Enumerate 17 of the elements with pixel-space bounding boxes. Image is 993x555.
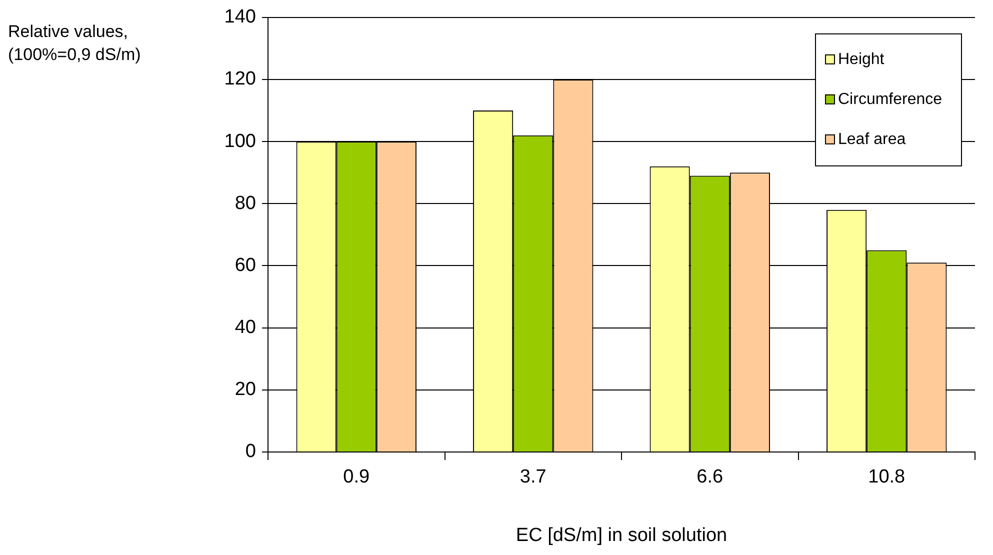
y-tick-label: 80 <box>234 192 256 214</box>
x-tick-label: 3.7 <box>520 466 546 488</box>
y-tick-label: 40 <box>234 317 256 338</box>
x-tick-label: 0.9 <box>343 466 370 488</box>
y-tick-label: 0 <box>245 441 256 462</box>
y-tick-label: 100 <box>224 130 256 152</box>
legend-label: Circumference <box>838 90 942 108</box>
y-tick-label: 20 <box>234 379 256 400</box>
y-tick-label: 120 <box>224 68 256 90</box>
legend-label: Leaf area <box>838 130 906 148</box>
legend-label: Height <box>838 50 885 68</box>
y-tick-label: 60 <box>234 254 256 276</box>
x-axis-title: EC [dS/m] in soil solution <box>516 524 728 546</box>
y-axis-title: Relative values, (100%=0,9 dS/m) <box>8 21 142 66</box>
x-tick-label: 6.6 <box>696 466 724 488</box>
x-tick-label: 10.8 <box>868 466 906 488</box>
y-tick-label: 140 <box>224 6 256 28</box>
